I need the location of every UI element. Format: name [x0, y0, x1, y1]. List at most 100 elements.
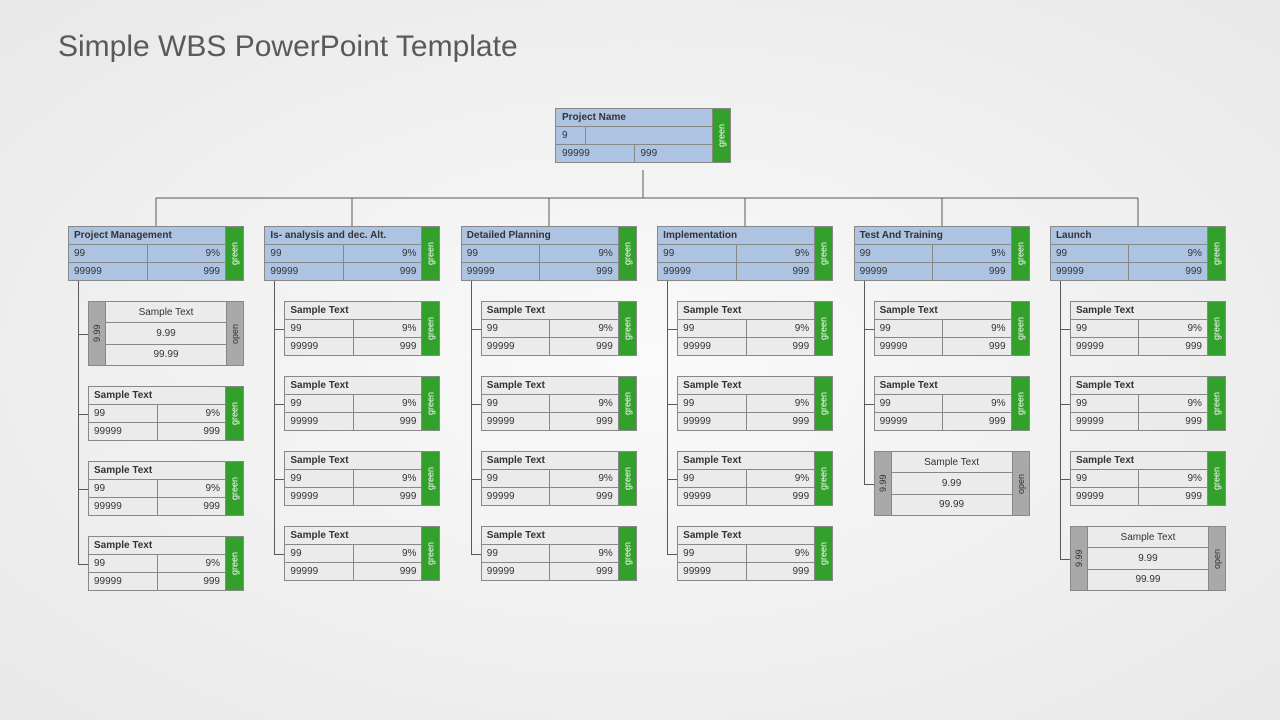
wbs-children: Sample Text 99 9% 99999 999 green Sample… [657, 301, 833, 581]
wbs-branch: Detailed Planning 99 9% 99999 999 green … [461, 226, 637, 611]
category-status-badge: green [815, 226, 833, 281]
task-status-badge: green [422, 526, 440, 581]
wbs-branch: Project Management 99 9% 99999 999 green… [68, 226, 244, 611]
task-val-b: 9% [1139, 470, 1207, 488]
category-val-a: 99 [69, 245, 148, 263]
wbs-children: Sample Text 99 9% 99999 999 green Sample… [264, 301, 440, 581]
wbs-branch: Launch 99 9% 99999 999 green Sample Text… [1050, 226, 1226, 611]
task-val-b: 9% [354, 470, 422, 488]
category-val-c: 99999 [265, 263, 344, 280]
task-val-c: 99999 [285, 488, 354, 505]
task-title: Sample Text [482, 527, 618, 545]
wbs-children: Sample Text 99 9% 99999 999 green Sample… [1050, 301, 1226, 591]
task-val-a: 99 [482, 395, 551, 413]
task-status-badge: green [619, 451, 637, 506]
wbs-task-node: Sample Text 99 9% 99999 999 green [677, 301, 833, 356]
task-val-a: 99 [482, 545, 551, 563]
task-val-d: 999 [354, 413, 422, 430]
category-val-d: 999 [540, 263, 618, 280]
category-val-a: 99 [462, 245, 541, 263]
task-mid-value: 9.99 [892, 473, 1012, 494]
task-val-b: 9% [158, 480, 226, 498]
task-status-badge: green [815, 526, 833, 581]
wbs-task-node: Sample Text 99 9% 99999 999 green [481, 526, 637, 581]
category-val-b: 9% [737, 245, 815, 263]
root-v2 [586, 127, 712, 145]
task-title: Sample Text [875, 377, 1011, 395]
task-val-a: 99 [482, 470, 551, 488]
wbs-child-wrap: Sample Text 99 9% 99999 999 green [657, 376, 833, 431]
task-val-a: 99 [285, 320, 354, 338]
category-val-c: 99999 [462, 263, 541, 280]
category-name: Detailed Planning [462, 227, 618, 245]
wbs-task-node: Sample Text 99 9% 99999 999 green [481, 301, 637, 356]
root-status-badge: green [713, 108, 731, 163]
task-val-c: 99999 [875, 413, 944, 430]
wbs-children: Sample Text 99 9% 99999 999 green Sample… [854, 301, 1030, 516]
wbs-task-node: Sample Text 99 9% 99999 999 green [284, 376, 440, 431]
task-val-b: 9% [158, 555, 226, 573]
category-name: Is- analysis and dec. Alt. [265, 227, 421, 245]
root-name: Project Name [556, 109, 712, 127]
task-val-c: 99999 [678, 488, 747, 505]
task-val-a: 99 [678, 395, 747, 413]
task-title: Sample Text [89, 387, 225, 405]
task-val-d: 999 [747, 413, 815, 430]
category-val-d: 999 [344, 263, 422, 280]
category-val-a: 99 [658, 245, 737, 263]
category-val-c: 99999 [1051, 263, 1130, 280]
task-val-c: 99999 [875, 338, 944, 355]
wbs-child-wrap: Sample Text 99 9% 99999 999 green [264, 451, 440, 506]
wbs-child-wrap: Sample Text 99 9% 99999 999 green [854, 301, 1030, 356]
task-val-c: 99999 [482, 413, 551, 430]
task-title: Sample Text [89, 462, 225, 480]
task-val-b: 9% [550, 395, 618, 413]
task-val-b: 9% [354, 395, 422, 413]
task-status-badge: green [815, 376, 833, 431]
task-status-badge: open [1012, 451, 1030, 516]
category-val-b: 9% [933, 245, 1011, 263]
task-status-badge: green [422, 301, 440, 356]
task-status-badge: green [422, 451, 440, 506]
wbs-task-node: Sample Text 99 9% 99999 999 green [481, 451, 637, 506]
task-val-c: 99999 [89, 498, 158, 515]
wbs-task-node: Sample Text 99 9% 99999 999 green [284, 526, 440, 581]
wbs-child-wrap: Sample Text 99 9% 99999 999 green [68, 536, 244, 591]
task-title: Sample Text [285, 452, 421, 470]
task-val-b: 9% [158, 405, 226, 423]
task-val-d: 999 [747, 563, 815, 580]
wbs-child-wrap: 9.99 Sample Text 9.99 99.99 open [68, 301, 244, 366]
task-val-b: 9% [550, 545, 618, 563]
wbs-child-wrap: Sample Text 99 9% 99999 999 green [264, 526, 440, 581]
task-val-b: 9% [747, 320, 815, 338]
page-title: Simple WBS PowerPoint Template [58, 30, 518, 64]
task-val-a: 99 [285, 545, 354, 563]
task-title: Sample Text [875, 302, 1011, 320]
category-name: Test And Training [855, 227, 1011, 245]
task-val-a: 99 [1071, 470, 1140, 488]
task-status-badge: green [1208, 376, 1226, 431]
task-val-a: 99 [1071, 395, 1140, 413]
task-val-d: 999 [943, 338, 1011, 355]
task-val-c: 99999 [1071, 338, 1140, 355]
wbs-child-wrap: Sample Text 99 9% 99999 999 green [657, 451, 833, 506]
wbs-category-node: Test And Training 99 9% 99999 999 green [854, 226, 1030, 281]
wbs-task-node-open: 9.99 Sample Text 9.99 99.99 open [88, 301, 244, 366]
task-val-c: 99999 [678, 563, 747, 580]
category-status-badge: green [1012, 226, 1030, 281]
wbs-branch: Is- analysis and dec. Alt. 99 9% 99999 9… [264, 226, 440, 611]
wbs-task-node: Sample Text 99 9% 99999 999 green [1070, 376, 1226, 431]
wbs-children: Sample Text 99 9% 99999 999 green Sample… [461, 301, 637, 581]
wbs-category-node: Is- analysis and dec. Alt. 99 9% 99999 9… [264, 226, 440, 281]
task-val-b: 9% [747, 470, 815, 488]
category-status-badge: green [226, 226, 244, 281]
task-val-d: 999 [354, 488, 422, 505]
wbs-task-node: Sample Text 99 9% 99999 999 green [874, 301, 1030, 356]
category-status-badge: green [1208, 226, 1226, 281]
task-val-a: 99 [285, 470, 354, 488]
root-v3: 99999 [556, 145, 635, 162]
task-val-b: 9% [943, 320, 1011, 338]
task-val-a: 99 [1071, 320, 1140, 338]
task-val-c: 99999 [678, 413, 747, 430]
task-val-b: 9% [354, 320, 422, 338]
